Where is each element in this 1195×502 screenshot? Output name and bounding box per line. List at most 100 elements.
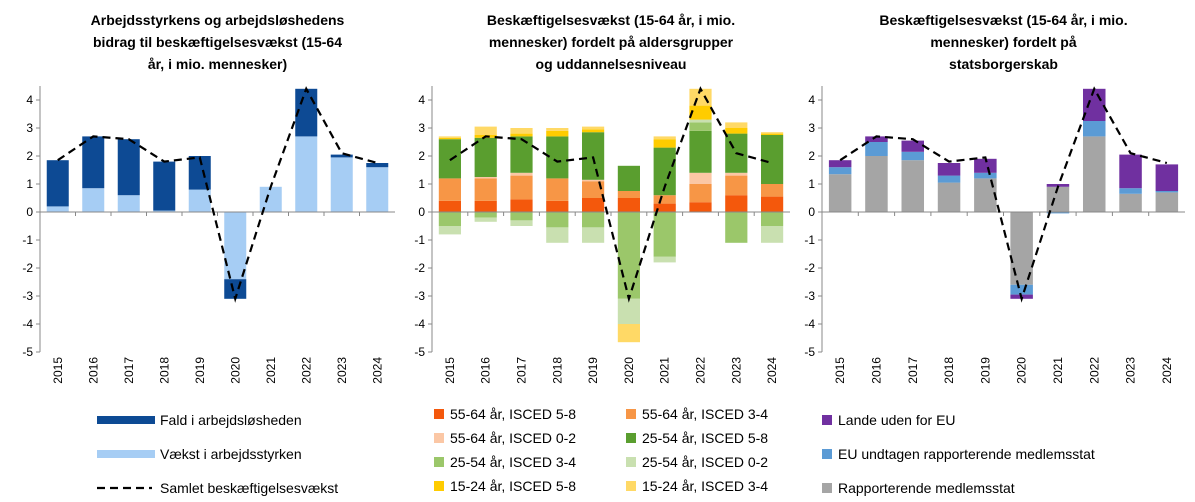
bar [474, 178, 497, 201]
y-tick-label: -1 [804, 233, 815, 247]
bar [510, 128, 533, 134]
bar [582, 212, 605, 228]
bar [725, 122, 748, 128]
x-tick-label: 2015 [443, 357, 457, 384]
y-tick-label: 3 [808, 121, 815, 135]
bar [82, 188, 105, 212]
x-tick-label: 2016 [86, 357, 100, 384]
bar [689, 184, 712, 203]
bar [725, 212, 748, 243]
bar [865, 136, 888, 142]
bar [761, 184, 784, 197]
bar [546, 130, 569, 137]
bar [865, 156, 888, 212]
bar [474, 212, 497, 218]
y-tick-label: 4 [418, 93, 425, 107]
x-tick-label: 2020 [622, 357, 636, 384]
bar [546, 178, 569, 201]
y-tick-label: 3 [26, 121, 33, 135]
bar [1082, 121, 1106, 137]
y-tick-label: -3 [414, 289, 425, 303]
bar [725, 128, 748, 134]
legend-label: 25-54 år, ISCED 3-4 [450, 454, 576, 470]
legend-swatch [434, 457, 444, 467]
bar [1082, 88, 1106, 121]
bar [937, 182, 961, 212]
bar [582, 227, 605, 243]
bar [653, 136, 676, 140]
bar [546, 200, 569, 212]
bar [901, 151, 925, 161]
chart-title: mennesker) fordelt på aldersgrupper [489, 34, 734, 50]
bar [546, 136, 569, 179]
y-tick-label: -4 [414, 317, 425, 331]
bar [617, 165, 640, 191]
legend-swatch [626, 457, 636, 467]
bar [761, 132, 784, 134]
legend-label: 15-24 år, ISCED 3-4 [642, 478, 768, 494]
bar [937, 163, 961, 176]
legend-swatch [626, 481, 636, 491]
bar [1046, 212, 1070, 214]
x-tick-label: 2022 [1087, 357, 1101, 384]
legend-swatch [434, 409, 444, 419]
bar [1010, 284, 1033, 295]
x-tick-label: 2015 [833, 357, 847, 384]
bar [582, 132, 605, 180]
bar [653, 139, 676, 148]
legend-swatch [97, 416, 155, 424]
bar [510, 199, 533, 212]
bar [653, 212, 676, 257]
bar [188, 189, 211, 212]
bar [510, 133, 533, 137]
y-tick-label: 3 [418, 121, 425, 135]
bar [725, 195, 748, 212]
y-tick-label: 0 [26, 205, 33, 219]
bar [617, 191, 640, 198]
bar [474, 200, 497, 212]
bar [438, 226, 461, 235]
y-tick-label: -5 [414, 345, 425, 359]
chart-title: statsborgerskab [949, 56, 1058, 72]
x-tick-label: 2024 [370, 357, 384, 384]
bar [1046, 186, 1070, 212]
chart-title: Beskæftigelsesvækst (15-64 år, i mio. [879, 12, 1127, 28]
bar [761, 133, 784, 135]
legend-label: EU undtagen rapporterende medlemsstat [838, 446, 1095, 462]
x-tick-label: 2019 [978, 357, 992, 384]
bar [366, 163, 389, 168]
bar [617, 198, 640, 212]
legend-swatch [626, 409, 636, 419]
legend-label: 55-64 år, ISCED 3-4 [642, 406, 768, 422]
bar [653, 203, 676, 212]
bar [653, 147, 676, 196]
line [839, 86, 1168, 303]
bar [582, 129, 605, 133]
y-tick-label: -1 [414, 233, 425, 247]
bar [582, 181, 605, 198]
legend-label: Samlet beskæftigelsesvækst [160, 480, 338, 496]
chart-title: mennesker) fordelt på [930, 34, 1076, 50]
bar [295, 136, 318, 212]
bar [725, 172, 748, 176]
bar [689, 172, 712, 184]
legend-label: 25-54 år, ISCED 0-2 [642, 454, 768, 470]
bar [510, 136, 533, 173]
bar [901, 140, 925, 152]
bar [330, 154, 353, 158]
x-tick-label: 2015 [51, 357, 65, 384]
y-tick-label: -1 [22, 233, 33, 247]
legend-label: Vækst i arbejdsstyrken [160, 446, 302, 462]
bar [46, 206, 69, 212]
legend-label: 55-64 år, ISCED 5-8 [450, 406, 576, 422]
bar [117, 195, 140, 212]
x-tick-label: 2020 [228, 357, 242, 384]
bar [1010, 212, 1033, 285]
x-tick-label: 2023 [729, 357, 743, 384]
legend-label: Fald i arbejdsløsheden [160, 412, 302, 428]
legend-swatch [97, 450, 155, 458]
y-tick-label: 0 [808, 205, 815, 219]
y-tick-label: -4 [22, 317, 33, 331]
bar [438, 178, 461, 201]
x-tick-label: 2020 [1015, 357, 1029, 384]
